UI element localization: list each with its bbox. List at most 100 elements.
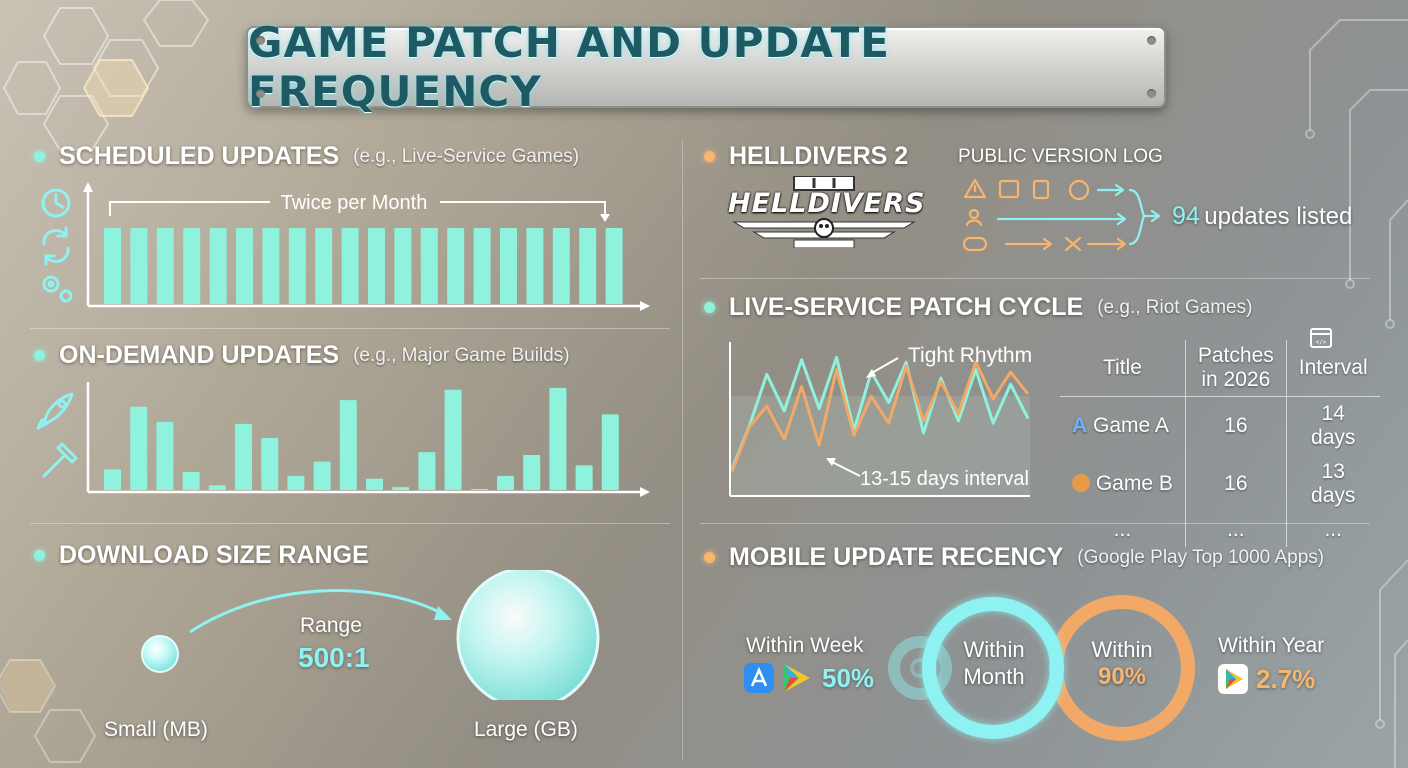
scheduled-subtitle: (e.g., Live-Service Games) xyxy=(353,145,580,167)
bullet-dot xyxy=(704,151,715,162)
bar xyxy=(420,228,438,304)
scheduled-bar-chart: Twice per Month xyxy=(83,182,650,311)
scheduled-icons xyxy=(41,188,73,303)
cell-title: Game B xyxy=(1060,455,1185,513)
recency-rings xyxy=(888,595,1195,741)
within-year-label: Within Year xyxy=(1218,634,1325,657)
bar xyxy=(339,400,357,490)
cell-interval: 13 days xyxy=(1285,455,1380,513)
updates-count: 94 updates listed xyxy=(1172,202,1352,231)
bullet-dot xyxy=(34,350,45,361)
bar xyxy=(368,228,385,304)
bar xyxy=(447,228,465,304)
annotation-bracket xyxy=(109,201,606,218)
bullet-dot xyxy=(704,552,715,563)
clock-icon xyxy=(41,188,71,218)
helldivers-heading: HELLDIVERS 2 xyxy=(704,142,908,171)
bar xyxy=(497,475,514,490)
helldivers-title: HELLDIVERS 2 xyxy=(729,142,909,170)
updates-count-value: 94 xyxy=(1172,202,1200,230)
cell-patches: 16 xyxy=(1184,455,1287,513)
bar xyxy=(156,421,174,490)
bar xyxy=(156,228,174,304)
hammer-icon xyxy=(42,442,78,478)
scheduled-heading: SCHEDULED UPDATES (e.g., Live-Service Ga… xyxy=(34,142,579,171)
updates-count-suffix: updates listed xyxy=(1204,203,1353,230)
bullet-dot xyxy=(34,151,45,162)
helldivers-logo-text: HELLDIVERS xyxy=(728,188,926,219)
within-month-label: Within Month xyxy=(944,636,1044,690)
bar xyxy=(208,485,226,490)
live-service-title: LIVE-SERVICE PATCH CYCLE xyxy=(729,293,1084,321)
play-store-icon-year xyxy=(1218,664,1248,694)
cell-patches: 16 xyxy=(1184,396,1287,455)
document-icon xyxy=(1032,179,1050,200)
on-demand-bar-chart xyxy=(86,382,650,497)
bar xyxy=(526,228,544,304)
bar xyxy=(366,478,383,490)
bar xyxy=(209,228,227,304)
divider-left-2 xyxy=(30,523,670,524)
game-b-icon xyxy=(1072,474,1090,492)
cell-title: A Game A xyxy=(1060,397,1185,456)
cell-interval: ... xyxy=(1285,513,1380,547)
on-demand-icons xyxy=(36,392,78,478)
download-title: DOWNLOAD SIZE RANGE xyxy=(59,541,369,569)
on-demand-title: ON-DEMAND UPDATES xyxy=(59,341,340,369)
series-line-1 xyxy=(730,355,1030,471)
bar xyxy=(523,455,541,490)
range-label: Range xyxy=(300,614,362,637)
bar xyxy=(235,423,252,490)
bar xyxy=(104,228,121,304)
warning-icon xyxy=(963,178,987,199)
helldivers-logo: HELLDIVERS xyxy=(724,176,924,248)
user-icon xyxy=(968,208,980,220)
range-arrow xyxy=(189,589,446,634)
live-service-line-chart: Tight Rhythm 13-15 days interval xyxy=(729,342,1032,497)
within-month-line-2: Month xyxy=(963,664,1025,689)
cycle-icon xyxy=(1068,179,1090,201)
annotation-tight-rhythm: Tight Rhythm xyxy=(908,344,1032,367)
cell-title: ... xyxy=(1113,518,1132,541)
hex-pattern-top-left xyxy=(2,0,210,150)
bar xyxy=(552,228,570,304)
bar xyxy=(500,228,517,304)
large-sphere xyxy=(456,570,600,700)
live-service-subtitle: (e.g., Riot Games) xyxy=(1097,296,1253,318)
cell-title-text: Game A xyxy=(1093,414,1169,437)
week-ring xyxy=(888,636,952,700)
annotation-interval: 13-15 days interval xyxy=(860,468,1029,490)
center-divider xyxy=(682,140,683,760)
divider-right-2 xyxy=(700,523,1370,524)
bar xyxy=(130,228,148,304)
scheduled-title: SCHEDULED UPDATES xyxy=(59,142,340,170)
rocket-icon xyxy=(36,392,74,430)
hex-pattern-bottom-left xyxy=(0,659,97,763)
bar xyxy=(341,228,359,304)
play-store-icon xyxy=(784,664,810,692)
bar xyxy=(315,228,333,304)
cell-patches: ... xyxy=(1184,513,1287,547)
series-line-2 xyxy=(730,360,1030,473)
bar xyxy=(418,452,436,490)
bar xyxy=(262,228,280,304)
mobile-subtitle: (Google Play Top 1000 Apps) xyxy=(1077,546,1325,568)
ninety-label-text: Within xyxy=(1091,637,1153,662)
cell-interval: 14 days xyxy=(1285,396,1380,455)
bar xyxy=(549,387,567,490)
bar xyxy=(394,228,412,304)
annotation-twice-per-month: Twice per Month xyxy=(281,192,428,214)
bullet-dot xyxy=(34,550,45,561)
on-demand-subtitle: (e.g., Major Game Builds) xyxy=(353,344,570,366)
bar xyxy=(313,461,331,490)
table-row: A Game A 16 14 days xyxy=(1060,396,1380,456)
title-plate: GAME PATCH AND UPDATE FREQUENCY xyxy=(246,18,1166,116)
ninety-value: 90% xyxy=(1097,663,1147,690)
refresh-icon xyxy=(42,226,70,266)
gamepad-icon xyxy=(962,236,988,252)
ninety-label: Within 90% xyxy=(1072,636,1172,690)
branch-icon xyxy=(1064,236,1082,252)
bar xyxy=(392,487,410,490)
bar xyxy=(182,472,200,490)
header-interval: Interval xyxy=(1285,340,1380,397)
